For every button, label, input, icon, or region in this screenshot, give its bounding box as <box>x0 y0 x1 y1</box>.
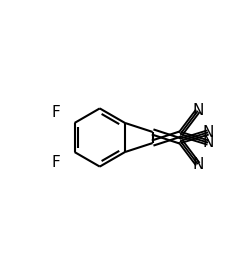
Text: F: F <box>51 155 60 170</box>
Text: F: F <box>51 104 60 120</box>
Text: N: N <box>192 103 204 118</box>
Text: N: N <box>192 157 204 172</box>
Text: N: N <box>202 135 214 150</box>
Text: N: N <box>202 125 214 140</box>
